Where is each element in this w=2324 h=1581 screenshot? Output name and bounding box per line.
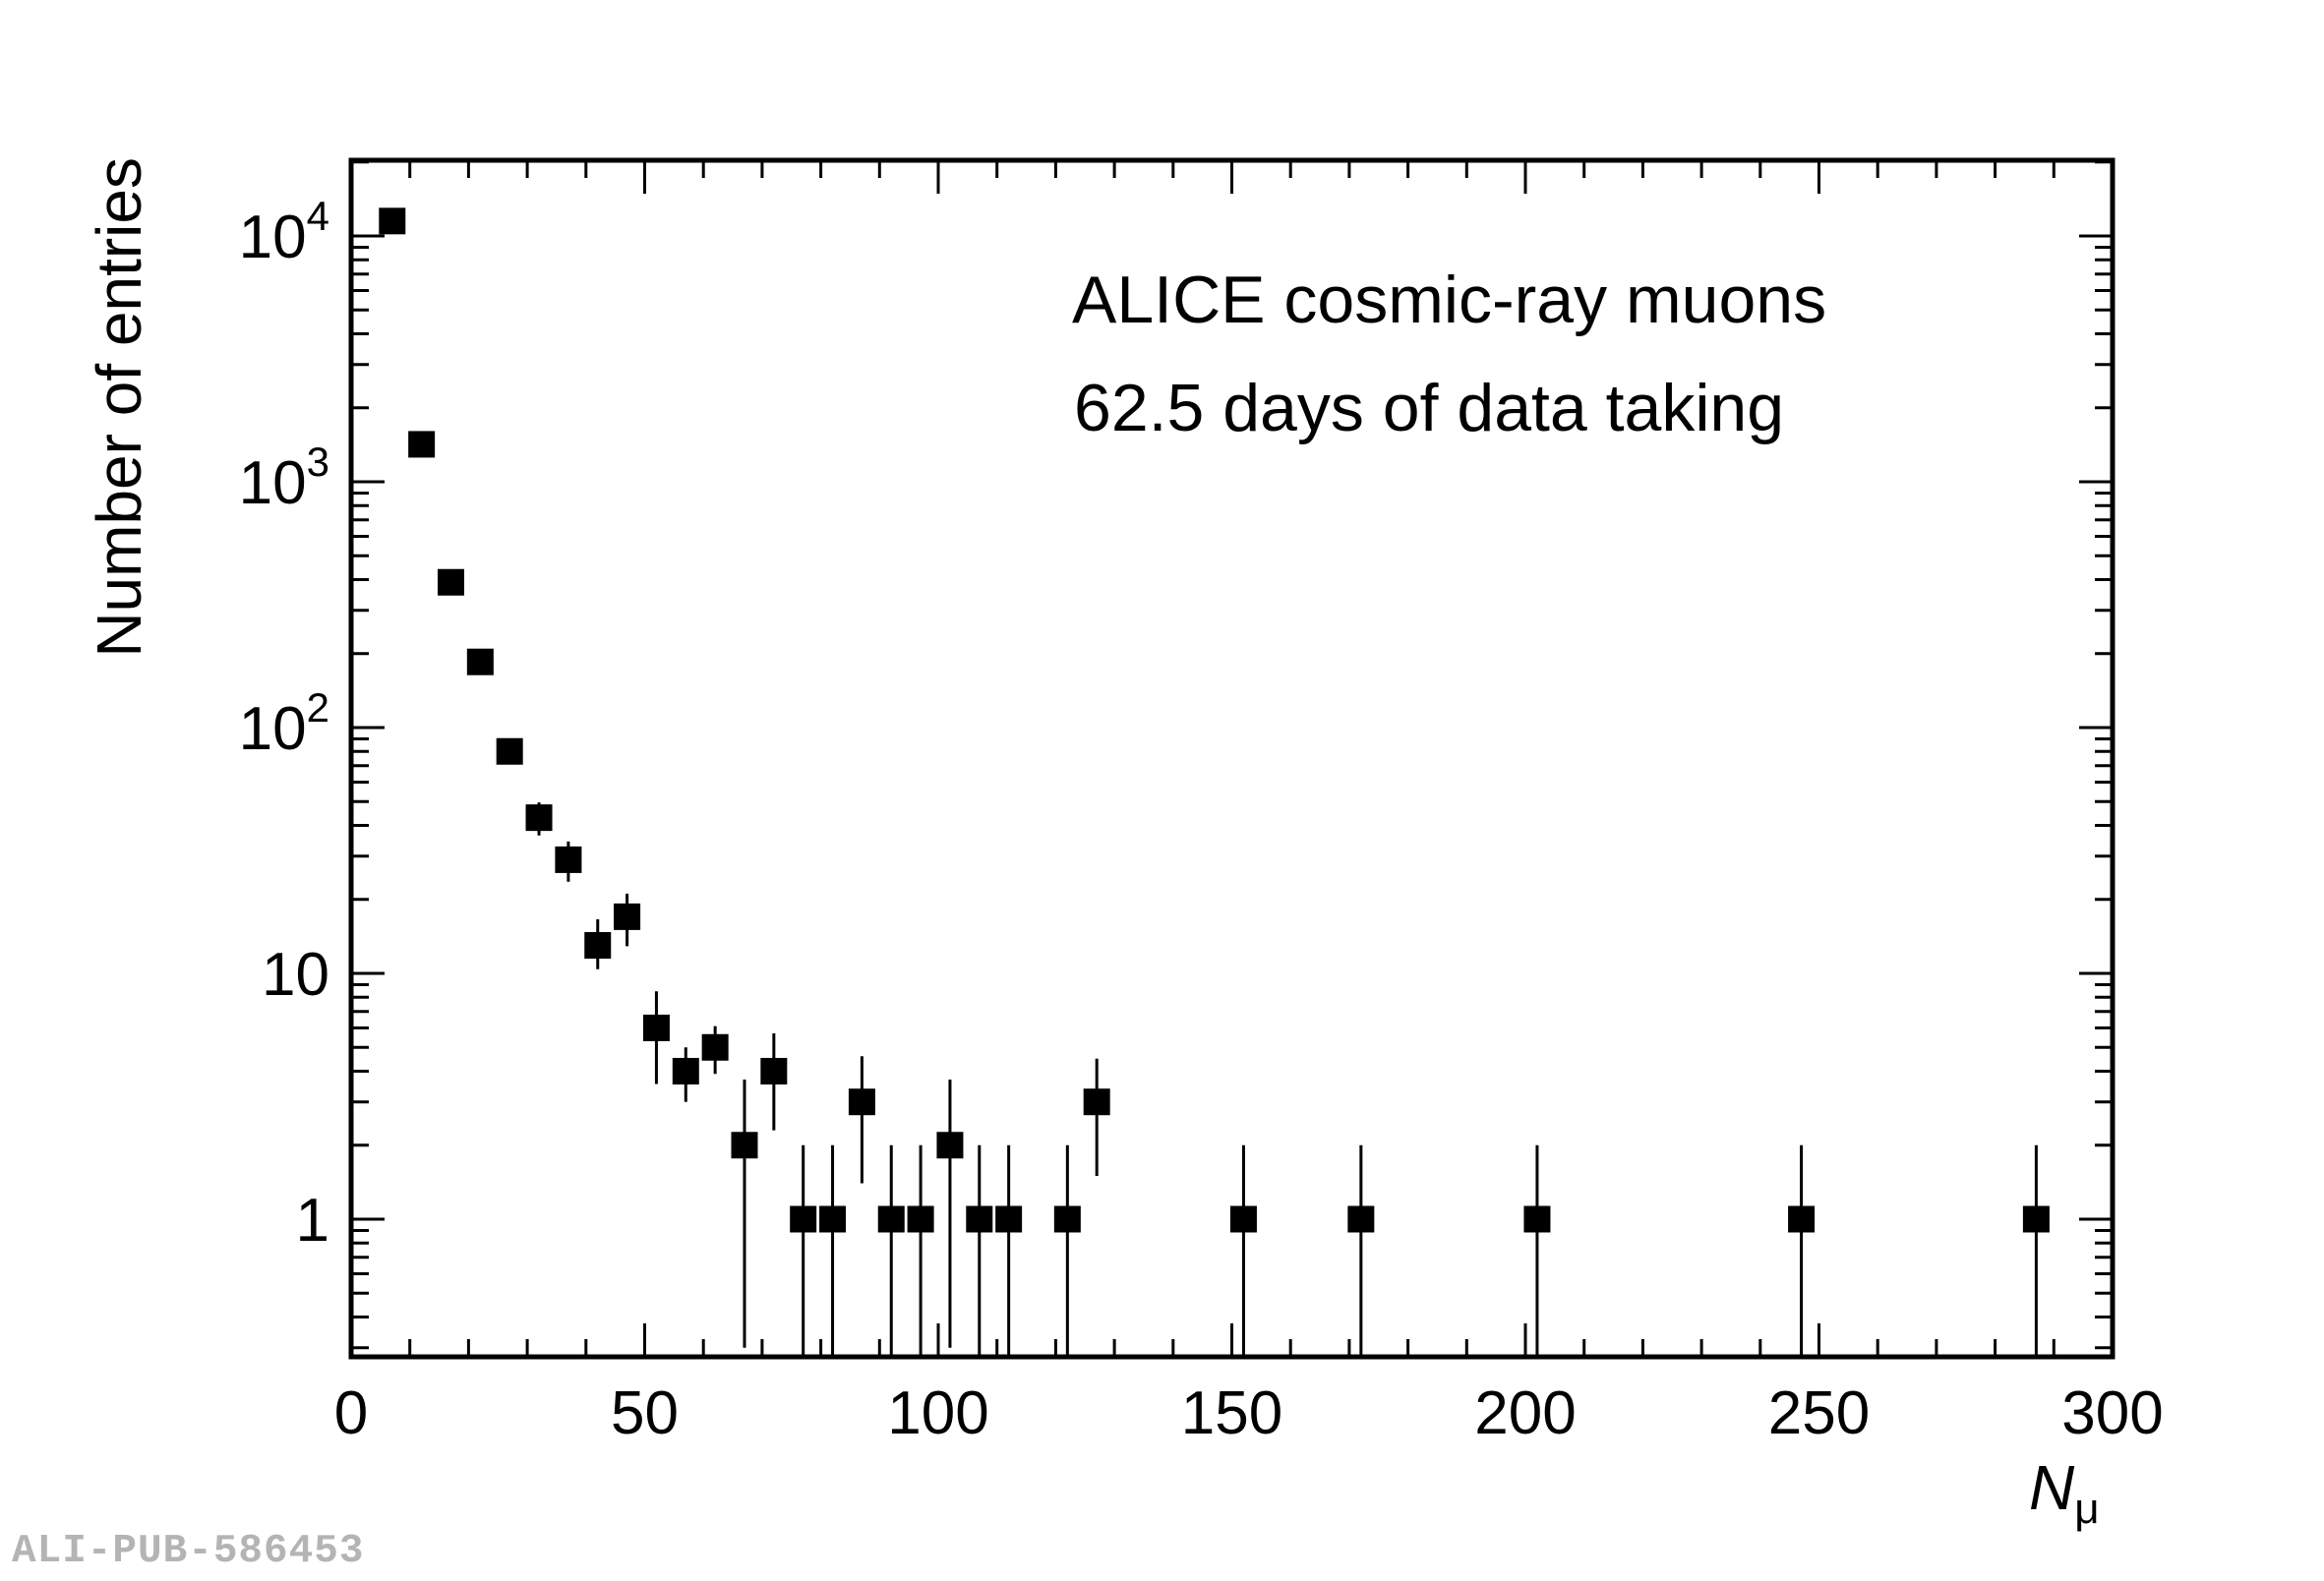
- axis-ticks: [349, 160, 2115, 1357]
- data-point: [1347, 1205, 1375, 1233]
- y-tick-label: 104: [239, 193, 329, 271]
- x-axis-label-main: N: [2029, 1452, 2075, 1523]
- x-tick-label: 200: [1474, 1379, 1576, 1447]
- data-point: [731, 1132, 758, 1159]
- y-tick-label-exponent: 2: [307, 684, 329, 731]
- data-point: [672, 1057, 699, 1084]
- data-point: [1083, 1088, 1110, 1116]
- x-tick-label: 300: [2061, 1379, 2163, 1447]
- data-point: [936, 1132, 964, 1159]
- data-point: [1229, 1205, 1257, 1233]
- data-point: [1523, 1205, 1551, 1233]
- x-tick-label: 250: [1768, 1379, 1870, 1447]
- x-tick-label: 50: [611, 1379, 679, 1447]
- y-tick-label-base: 10: [239, 204, 307, 271]
- y-tick-label: 1: [296, 1187, 329, 1255]
- data-point: [848, 1088, 875, 1116]
- y-axis-label: Number of entries: [84, 157, 154, 658]
- y-tick-label: 102: [239, 684, 329, 763]
- data-point: [819, 1205, 847, 1233]
- x-tick-label: 150: [1181, 1379, 1282, 1447]
- x-axis-label-subscript: μ: [2074, 1485, 2099, 1533]
- data-point: [642, 1014, 670, 1041]
- data-point: [790, 1205, 817, 1233]
- data-point: [1053, 1205, 1081, 1233]
- x-axis-label: Nμ: [2029, 1452, 2100, 1533]
- data-point: [466, 648, 494, 675]
- data-point: [760, 1057, 788, 1084]
- y-tick-label-exponent: 4: [307, 193, 329, 239]
- x-tick-labels: 0 50 100 150 200 250 300: [334, 1379, 2164, 1447]
- data-point: [408, 431, 436, 458]
- y-tick-label-base: 10: [239, 695, 307, 763]
- x-tick-label: 0: [334, 1379, 368, 1447]
- data-point: [1788, 1205, 1816, 1233]
- data-point: [555, 846, 582, 873]
- annotation-subtitle: 62.5 days of data taking: [1074, 371, 1784, 445]
- plot-frame: [348, 157, 2115, 1360]
- annotation-title: ALICE cosmic-ray muons: [1072, 263, 1826, 337]
- data-markers: [379, 207, 2050, 1233]
- data-point: [701, 1033, 729, 1061]
- y-tick-label-exponent: 3: [307, 439, 329, 485]
- data-point: [877, 1205, 905, 1233]
- x-tick-label: 100: [887, 1379, 988, 1447]
- data-point: [966, 1205, 993, 1233]
- y-tick-label-base: 10: [239, 449, 307, 517]
- data-point: [614, 903, 641, 930]
- data-point: [2022, 1205, 2050, 1233]
- data-point: [496, 737, 523, 765]
- data-point: [995, 1205, 1023, 1233]
- data-point: [437, 568, 464, 596]
- y-tick-label: 103: [239, 439, 329, 517]
- data-point: [525, 804, 553, 832]
- watermark: ALI-PUB-586453: [12, 1529, 365, 1574]
- data-point: [584, 932, 612, 960]
- y-tick-label: 10: [262, 941, 329, 1009]
- data-point: [907, 1205, 934, 1233]
- data-point: [379, 207, 406, 235]
